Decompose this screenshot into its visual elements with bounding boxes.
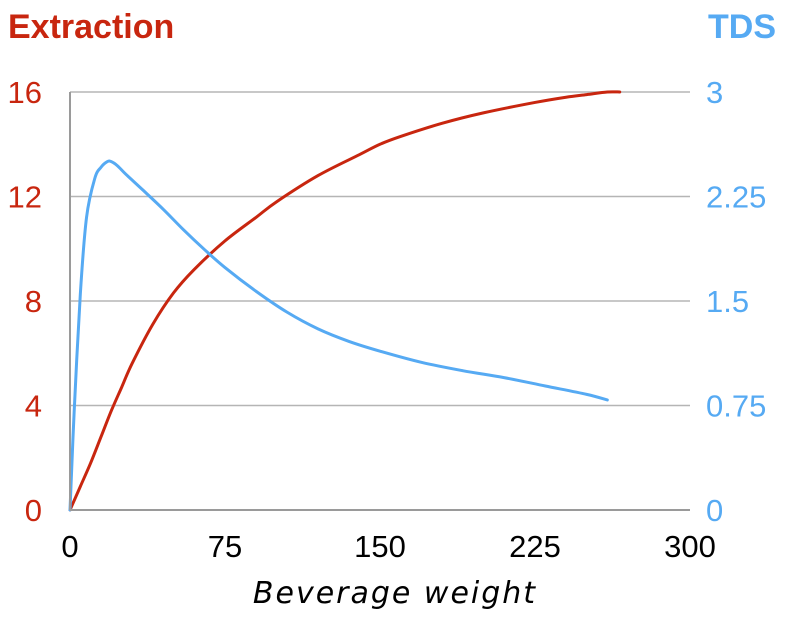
x-tick-label: 300	[664, 529, 716, 564]
right-axis-title: TDS	[708, 8, 776, 46]
x-tick-label: 150	[354, 529, 406, 564]
x-tick-label: 0	[61, 529, 78, 564]
y-right-tick-label: 0	[706, 493, 723, 528]
series-line-tds	[68, 159, 609, 512]
y-left-tick-label: 4	[25, 389, 42, 424]
x-axis-label: Beverage weight	[253, 576, 537, 611]
y-right-tick-label: 3	[706, 75, 723, 110]
y-left-tick-label: 16	[8, 75, 42, 110]
series-line-extraction	[68, 90, 622, 512]
y-left-tick-label: 0	[25, 493, 42, 528]
y-right-tick-label: 1.5	[706, 284, 749, 319]
y-left-tick-label: 8	[25, 284, 42, 319]
tick-labels: 0 4 8 12 16 0 0.75 1.5 2.25 3 0 75 150 225 300	[8, 75, 767, 564]
x-tick-label: 75	[208, 529, 242, 564]
y-right-tick-label: 0.75	[706, 389, 766, 424]
y-right-tick-label: 2.25	[706, 180, 766, 215]
x-tick-label: 225	[509, 529, 561, 564]
series-lines	[68, 90, 622, 512]
left-axis-title: Extraction	[8, 8, 174, 46]
gridlines	[70, 91, 690, 407]
y-left-tick-label: 12	[8, 180, 42, 215]
